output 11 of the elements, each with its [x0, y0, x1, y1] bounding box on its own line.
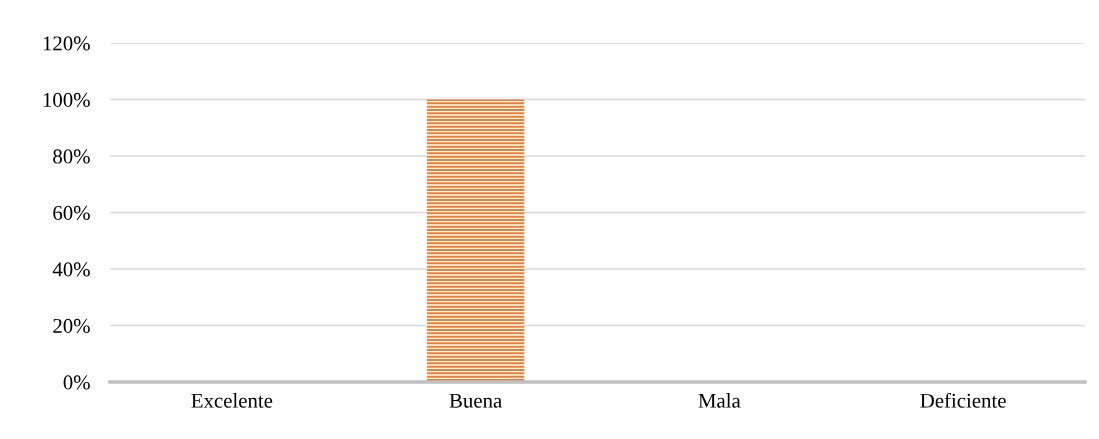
x-tick-label: Excelente — [191, 393, 273, 408]
x-tick-label: Deficiente — [920, 392, 1006, 408]
y-tick-label: 120% — [43, 36, 90, 51]
y-tick-label: 40% — [52, 262, 90, 277]
y-tick-label: 80% — [53, 149, 90, 164]
y-tick-label: 0% — [63, 375, 90, 390]
y-tick-label: 60% — [53, 205, 90, 220]
y-tick-label: 20% — [53, 318, 90, 333]
y-tick-label: 100% — [43, 92, 90, 107]
x-tick-label: Buena — [449, 393, 502, 408]
x-tick-label: Mala — [698, 393, 741, 408]
